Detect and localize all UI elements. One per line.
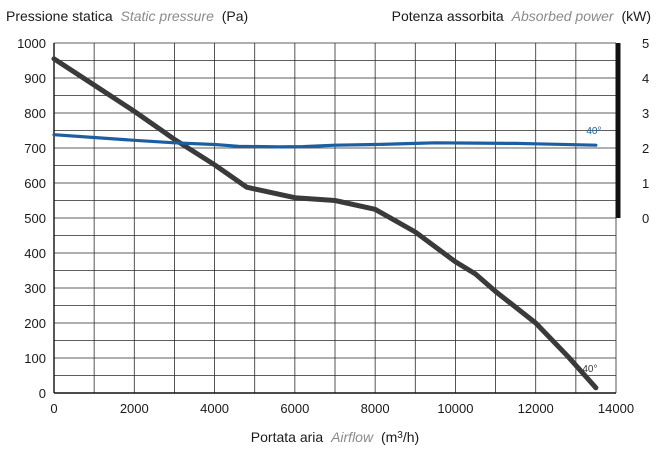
power-curve-label: 40° [586,126,601,137]
x-axis-title: Portata aria Airflow (m3/h) [251,429,419,445]
y2-tick-label: 1 [642,176,649,191]
power-curve-line [52,133,598,149]
y-tick-label: 1000 [17,36,46,51]
x-tick-label: 14000 [598,401,634,416]
right-axis-title-unit: (kW) [621,8,651,24]
y2-tick-label: 2 [642,141,649,156]
pressure-curve-label: 40° [582,364,597,375]
y-tick-label: 900 [24,71,46,86]
x-tick-label: 12000 [518,401,554,416]
x-axis-title-unit-prefix: (m [381,429,397,445]
x-tick-label: 2000 [120,401,149,416]
x-axis-title-unit-sup: 3 [397,430,403,441]
y-tick-label: 400 [24,246,46,261]
x-tick-label: 10000 [437,401,473,416]
left-axis-title-unit: (Pa) [222,8,248,24]
y2-tick-label: 5 [642,36,649,51]
tick-labels: 0 2000 4000 6000 8000 10000 12000 1400001002003… [17,36,649,416]
left-axis-title-italic: Static pressure [121,8,215,24]
y2-tick-label: 4 [642,71,649,86]
x-tick-label: 4000 [200,401,229,416]
y-tick-label: 100 [24,351,46,366]
x-axis-title-italic: Airflow [330,429,374,445]
x-tick-label: 6000 [280,401,309,416]
y-tick-label: 600 [24,176,46,191]
pressure-curve-line [51,56,599,391]
y-tick-label: 500 [24,211,46,226]
x-axis-title-unit-suffix: /h) [403,429,419,445]
y2-tick-label: 0 [642,211,649,226]
series-lines: 40° 40° [51,56,601,391]
right-axis-title: Potenza assorbita Absorbed power (kW) [392,8,651,24]
y-tick-label: 300 [24,281,46,296]
x-axis-title-main: Portata aria [251,429,324,445]
x-tick-label: 0 [50,401,57,416]
y2-tick-label: 3 [642,106,649,121]
right-axis-title-italic: Absorbed power [511,8,615,24]
y-tick-label: 0 [39,386,46,401]
x-tick-label: 8000 [361,401,390,416]
y-tick-label: 700 [24,141,46,156]
grid [53,42,617,394]
right-axis-title-main: Potenza assorbita [392,8,504,24]
left-axis-title-main: Pressione statica [6,8,113,24]
y-tick-label: 800 [24,106,46,121]
left-axis-title: Pressione statica Static pressure (Pa) [6,8,248,24]
y-tick-label: 200 [24,316,46,331]
axes [53,43,621,394]
